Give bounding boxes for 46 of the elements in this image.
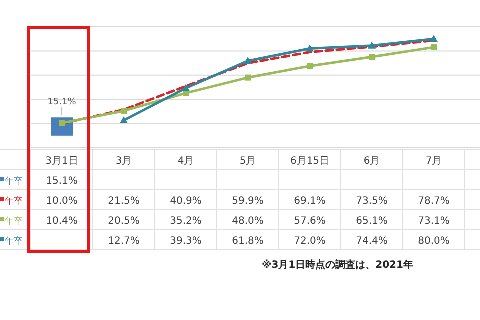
point — [306, 44, 314, 52]
data-label: 78.7% — [418, 196, 450, 207]
legend-label: 年卒 — [5, 236, 23, 247]
point — [307, 63, 313, 70]
point — [430, 35, 438, 42]
legend-label: 年卒 — [5, 176, 23, 187]
text: ※3月1日時点の調査は、2021年 — [262, 259, 414, 271]
data-label: 73.5% — [356, 196, 388, 207]
data-label: 59.9% — [232, 196, 264, 207]
point — [120, 116, 128, 124]
point — [368, 42, 376, 49]
data-label: 12.7% — [108, 236, 140, 247]
point — [431, 44, 437, 50]
data-label: 48.0% — [232, 216, 264, 227]
point — [121, 108, 127, 114]
point — [182, 84, 190, 92]
text: 15.1% — [46, 176, 78, 187]
data-label: 61.8% — [232, 236, 264, 247]
point — [369, 54, 375, 60]
x-tick-label: 6月15日 — [290, 156, 330, 167]
data-label: 65.1% — [356, 216, 388, 227]
data-label: 20.5% — [108, 216, 140, 227]
data-label: 15.1% — [48, 98, 77, 108]
x-tick-label: 4月 — [178, 156, 194, 167]
data-label: 35.2% — [170, 216, 202, 227]
data-label: 10.4% — [46, 216, 78, 227]
x-tick-label: 3月1日 — [46, 156, 78, 167]
data-label: 10.0% — [46, 196, 78, 207]
data-label: 74.4% — [356, 236, 388, 247]
data-label: 57.6% — [294, 216, 326, 227]
data-label: 80.0% — [418, 236, 450, 247]
point — [244, 57, 252, 64]
point — [59, 120, 65, 126]
legend-label: 年卒 — [5, 216, 23, 227]
x-tick-label: 5月 — [240, 156, 256, 167]
x-tick-label: 7月 — [426, 156, 442, 167]
data-label: 69.1% — [294, 196, 326, 207]
data-label: 72.0% — [294, 236, 326, 247]
data-label: 39.3% — [170, 236, 202, 247]
data-label: 21.5% — [108, 196, 140, 207]
point — [245, 74, 251, 81]
data-label: 40.9% — [170, 196, 202, 207]
x-tick-label: 3月 — [116, 156, 132, 167]
data-label: 73.1% — [418, 216, 450, 227]
x-tick-label: 6月 — [364, 156, 380, 167]
legend-label: 年卒 — [5, 196, 23, 207]
